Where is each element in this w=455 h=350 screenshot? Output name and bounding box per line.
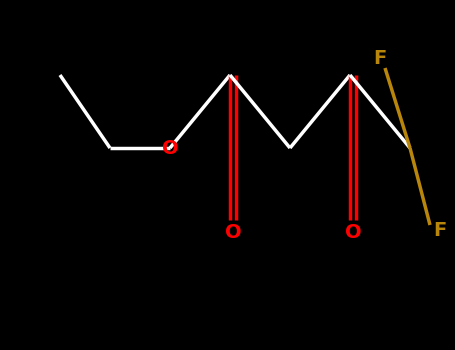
Text: F: F xyxy=(433,220,447,239)
Text: O: O xyxy=(162,139,178,158)
Text: F: F xyxy=(374,49,387,68)
Text: O: O xyxy=(225,223,241,241)
Text: O: O xyxy=(345,223,361,241)
